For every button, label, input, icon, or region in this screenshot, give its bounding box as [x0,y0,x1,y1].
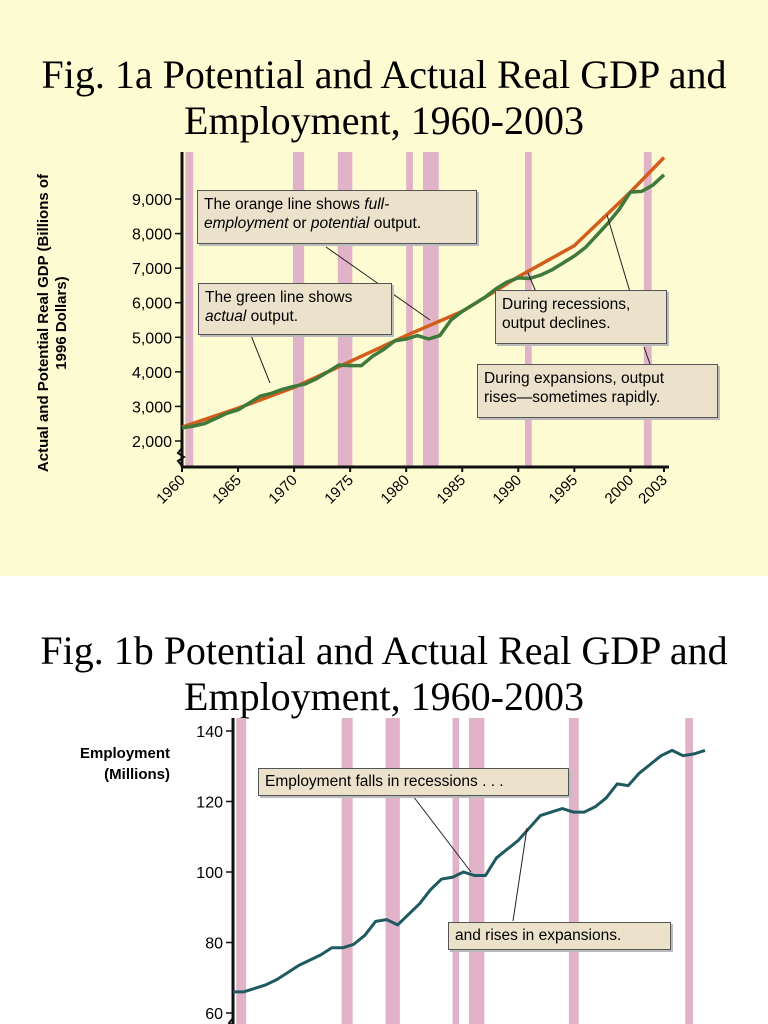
annotation-expansions: During expansions, output rises—sometimes… [477,364,718,418]
figure-1b-title: Fig. 1b Potential and Actual Real GDP an… [40,628,728,719]
recession-band [685,718,693,1024]
y-tick-label: 7,000 [132,261,172,278]
annotation-leader-line [527,272,537,293]
y-axis-label-employment: Employment (Millions) [79,745,170,783]
annotation-leader-line [512,827,528,922]
y-tick-label: 60 [205,1006,223,1023]
y-tick-label: 9,000 [132,192,172,209]
y-tick-label: 80 [205,936,223,953]
recession-band [452,718,460,1024]
y-tick-label: 100 [196,865,223,882]
x-tick-label: 1960 [153,472,189,508]
recession-band [469,718,485,1024]
y-tick-label: 120 [196,795,223,812]
recession-band [236,718,247,1024]
recession-band [185,152,194,467]
y-axis-label-gdp: Actual and Potential Real GDP (Billions … [35,173,70,473]
y-tick-label: 6,000 [132,296,172,313]
x-tick-label: 1995 [546,472,582,508]
x-tick-label: 1990 [489,472,525,508]
annotation-employment-rises: and rises in expansions. [448,922,671,950]
axis-break-icon [176,447,186,467]
x-tick-label: 1965 [209,472,245,508]
employment-line [233,748,706,994]
x-tick-label: 2003 [635,472,671,508]
annotation-leader-line [606,214,631,293]
actual-output-line [181,173,666,430]
x-tick-label: 2000 [602,472,638,508]
x-tick-label: 1980 [377,472,413,508]
recession-band [385,718,400,1024]
recession-band [406,152,413,467]
figure-1a-title: Fig. 1a Potential and Actual Real GDP an… [41,52,727,143]
annotation-leader-line [643,346,651,365]
annotation-employment-falls: Employment falls in recessions . . . [258,768,569,796]
x-tick-label: 1985 [433,472,469,508]
axis-break-icon [227,1017,234,1024]
y-tick-label: 3,000 [132,399,172,416]
y-tick-label: 8,000 [132,227,172,244]
annotation-leader-line [249,332,271,384]
annotation-green-line: The green line shows actual output. [198,283,392,335]
y-tick-label: 2,000 [132,434,172,451]
y-tick-label: 140 [196,724,223,741]
y-tick-label: 4,000 [132,365,172,382]
annotation-orange-line: The orange line shows full-employment or… [197,190,477,244]
annotation-recessions: During recessions, output declines. [495,290,667,344]
potential-output-line [181,156,666,429]
y-tick-label: 5,000 [132,330,172,347]
x-tick-label: 1975 [321,472,357,508]
recession-band [341,718,353,1024]
x-tick-label: 1970 [265,472,301,508]
recession-band [568,718,579,1024]
annotation-leader-line [412,795,472,873]
